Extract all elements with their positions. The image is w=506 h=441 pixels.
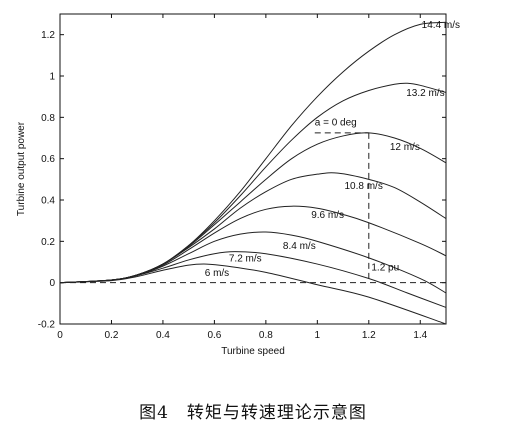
series-line [59,21,447,284]
chart: 0 0.2 0.4 0.6 0.8 1 1.2 1.4-0.200.20.40.60.811.… [16,13,460,357]
x-tick-label: 1 [315,330,321,341]
reference-label: a = 0 deg [315,118,357,129]
y-tick-label: 0.8 [41,113,55,124]
series-group [59,21,447,325]
y-tick-label: 1 [49,72,55,83]
series-label: 13.2 m/s [406,88,444,99]
series-label: 6 m/s [205,268,229,279]
x-axis-label: Turbine speed [221,346,285,357]
y-tick-label: 0.6 [41,154,55,165]
series-label: 9.6 m/s [311,210,344,221]
x-tick-label: 0.6 [207,330,221,341]
x-tick-label: 1.4 [413,330,427,341]
y-tick-label: 0.4 [41,196,55,207]
y-tick-label: 1.2 [41,30,55,41]
x-tick-label: 1.2 [362,330,376,341]
tick-group: 0 0.2 0.4 0.6 0.8 1 1.2 1.4-0.200.20.40.60.811.… [38,14,446,341]
y-tick-label: -0.2 [38,320,56,331]
y-tick-label: 0 [49,278,55,289]
reference-lines [60,132,446,284]
x-tick-label: 0.8 [259,330,273,341]
figure-caption: 图4 转矩与转速理论示意图 [139,403,367,423]
series-label: 12 m/s [390,142,420,153]
y-axis-label: Turbine output power [16,121,27,216]
series-line [59,263,447,325]
series-label: 14.4 m/s [422,20,460,31]
series-label: 8.4 m/s [283,241,316,252]
x-tick-label: 0 [57,330,63,341]
plot-frame [59,13,447,325]
y-tick-label: 0.2 [41,237,55,248]
curve-labels: 6 m/s7.2 m/s 8.4 m/s 9.6 m/s 10.8 m/s 12 m/s… [205,20,460,279]
series-label: 10.8 m/s [344,181,382,192]
reference-label: 1.2 pu [371,262,399,273]
x-tick-label: 0.4 [156,330,170,341]
series-label: 7.2 m/s [229,253,262,264]
x-tick-label: 0.2 [105,330,119,341]
